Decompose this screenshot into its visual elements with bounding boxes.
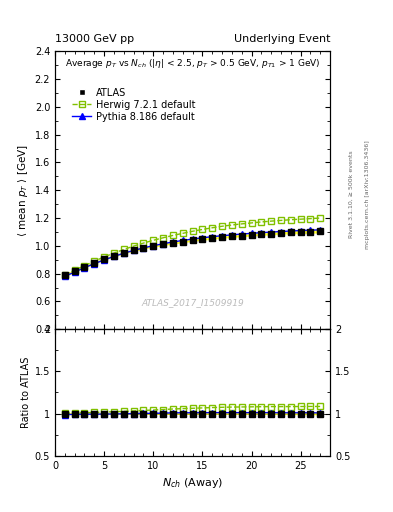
Text: Average $p_T$ vs $N_{ch}$ ($|\eta|$ < 2.5, $p_T$ > 0.5 GeV, $p_{T1}$ > 1 GeV): Average $p_T$ vs $N_{ch}$ ($|\eta|$ < 2.… bbox=[65, 57, 320, 70]
Y-axis label: $\langle$ mean $p_T$ $\rangle$ [GeV]: $\langle$ mean $p_T$ $\rangle$ [GeV] bbox=[17, 144, 31, 237]
Text: Underlying Event: Underlying Event bbox=[233, 33, 330, 44]
Text: ATLAS_2017_I1509919: ATLAS_2017_I1509919 bbox=[141, 298, 244, 307]
Legend: ATLAS, Herwig 7.2.1 default, Pythia 8.186 default: ATLAS, Herwig 7.2.1 default, Pythia 8.18… bbox=[68, 84, 200, 125]
Text: mcplots.cern.ch [arXiv:1306.3436]: mcplots.cern.ch [arXiv:1306.3436] bbox=[365, 140, 370, 249]
Text: 13000 GeV pp: 13000 GeV pp bbox=[55, 33, 134, 44]
Y-axis label: Ratio to ATLAS: Ratio to ATLAS bbox=[20, 357, 31, 428]
X-axis label: $N_{ch}$ (Away): $N_{ch}$ (Away) bbox=[162, 476, 223, 490]
Text: Rivet 3.1.10, ≥ 500k events: Rivet 3.1.10, ≥ 500k events bbox=[349, 151, 354, 239]
